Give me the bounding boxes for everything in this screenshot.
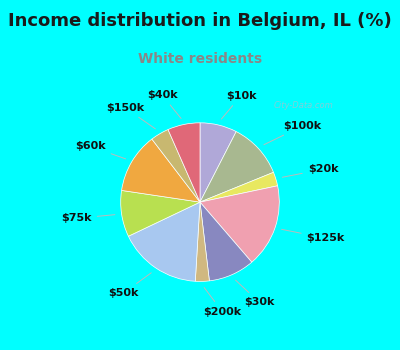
Wedge shape: [195, 202, 209, 281]
Wedge shape: [200, 202, 252, 281]
Text: Income distribution in Belgium, IL (%): Income distribution in Belgium, IL (%): [8, 12, 392, 30]
Wedge shape: [200, 123, 236, 202]
Text: White residents: White residents: [138, 52, 262, 66]
Wedge shape: [200, 186, 279, 262]
Wedge shape: [122, 139, 200, 202]
Text: $100k: $100k: [264, 121, 321, 145]
Text: City-Data.com: City-Data.com: [274, 101, 333, 110]
Wedge shape: [121, 190, 200, 236]
Text: $75k: $75k: [61, 213, 115, 223]
Wedge shape: [168, 123, 200, 202]
Text: $60k: $60k: [75, 141, 126, 159]
Wedge shape: [200, 132, 274, 202]
Wedge shape: [152, 130, 200, 202]
Text: $20k: $20k: [282, 164, 338, 177]
Text: $30k: $30k: [236, 280, 274, 307]
Wedge shape: [200, 172, 278, 202]
Text: $10k: $10k: [221, 91, 256, 119]
Text: $40k: $40k: [147, 90, 181, 119]
Text: $200k: $200k: [203, 288, 241, 316]
Text: $150k: $150k: [106, 103, 155, 129]
Text: $125k: $125k: [282, 229, 345, 243]
Wedge shape: [128, 202, 200, 281]
Text: $50k: $50k: [108, 273, 151, 298]
